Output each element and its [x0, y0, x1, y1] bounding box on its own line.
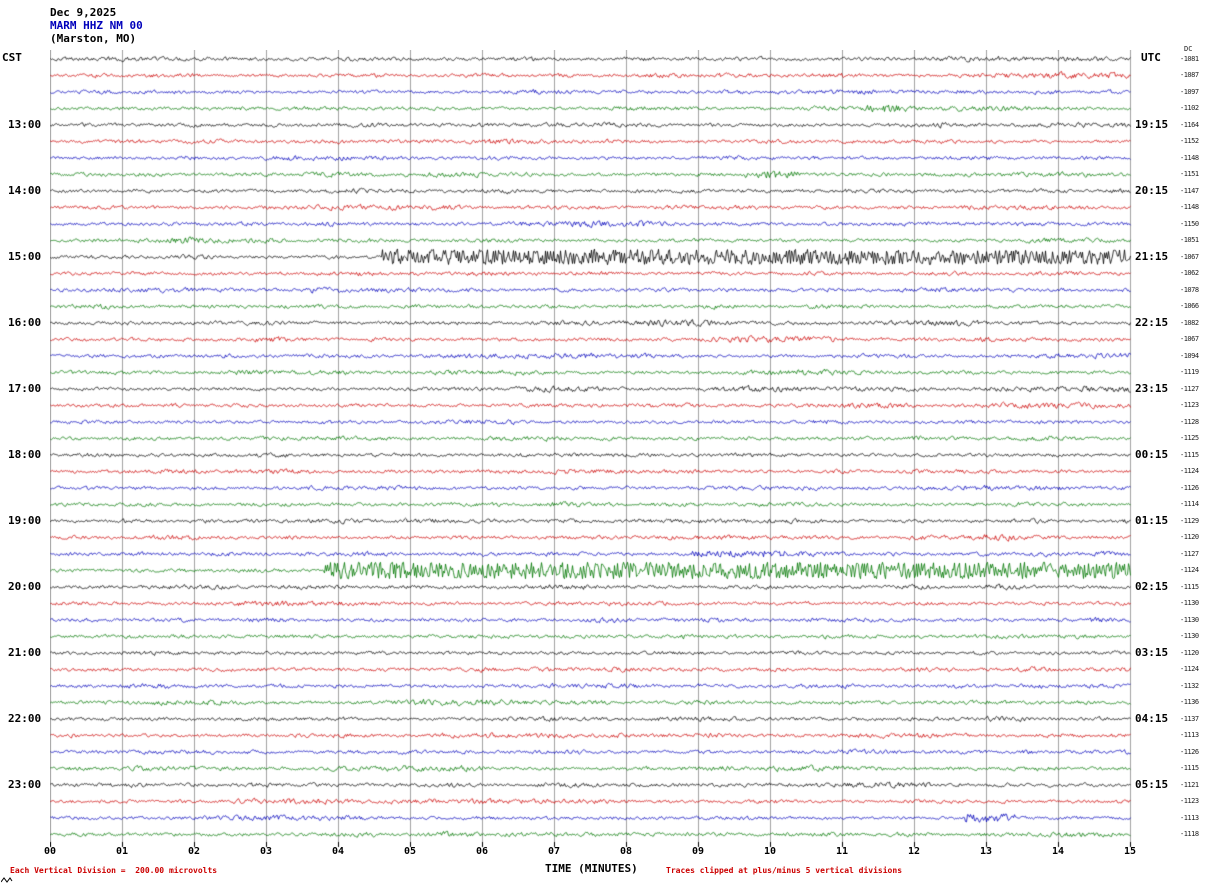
dc-value: -1115: [1180, 582, 1199, 591]
cst-hour-label: 19:00: [8, 514, 42, 527]
heliplot-station: MARM HHZ NM 00: [50, 19, 143, 32]
dc-value: -1127: [1180, 549, 1199, 558]
dc-value: -1113: [1180, 731, 1199, 739]
x-tick-label: 15: [1123, 846, 1137, 857]
dc-value: -1147: [1180, 186, 1199, 195]
dc-value: -1129: [1180, 516, 1199, 525]
x-tick-label: 02: [187, 846, 201, 857]
heliplot-date: Dec 9,2025: [50, 6, 117, 19]
dc-value: -1082: [1180, 318, 1199, 327]
x-tick-label: 14: [1051, 846, 1065, 857]
dc-value: -1125: [1180, 434, 1199, 442]
utc-hour-label: 05:15: [1135, 778, 1169, 791]
dc-value: -1151: [1180, 170, 1199, 178]
dc-value: -1152: [1180, 137, 1199, 145]
x-tick-label: 08: [619, 846, 633, 857]
utc-hour-label: 02:15: [1135, 580, 1169, 593]
cst-axis-label: CST: [2, 51, 22, 64]
x-axis-title: TIME (MINUTES): [545, 862, 638, 875]
dc-value: -1113: [1180, 813, 1199, 822]
dc-value: -1126: [1180, 747, 1199, 756]
dc-value: -1137: [1180, 714, 1199, 723]
cst-hour-label: 20:00: [8, 580, 42, 593]
dc-value: -1124: [1180, 467, 1199, 475]
utc-hour-label: 23:15: [1135, 382, 1169, 395]
x-tick-label: 07: [547, 846, 561, 857]
dc-value: -1124: [1180, 566, 1199, 574]
x-tick-label: 00: [43, 846, 57, 857]
dc-value: -1102: [1180, 104, 1199, 112]
dc-value: -1127: [1180, 384, 1199, 393]
dc-value: -1130: [1180, 632, 1199, 640]
utc-hour-label: 00:15: [1135, 448, 1169, 461]
dc-value: -1051: [1180, 236, 1199, 244]
cst-hour-label: 22:00: [8, 712, 42, 725]
dc-value: -1136: [1180, 698, 1199, 706]
cst-hour-label: 13:00: [8, 118, 42, 131]
corner-squiggle-icon: [1, 877, 13, 883]
dc-column-header: DC: [1184, 45, 1193, 53]
dc-value: -1124: [1180, 665, 1199, 673]
dc-value: -1118: [1180, 830, 1199, 838]
x-tick-label: 12: [907, 846, 921, 857]
utc-hour-label: 20:15: [1135, 184, 1169, 197]
x-tick-label: 03: [259, 846, 273, 857]
cst-hour-label: 15:00: [8, 250, 42, 263]
dc-value: -1097: [1180, 87, 1199, 96]
scale-note: Each Vertical Division = 200.00 microvol…: [10, 866, 218, 875]
cst-hour-label: 18:00: [8, 448, 42, 461]
dc-value: -1148: [1180, 203, 1199, 211]
heliplot-location: (Marston, MO): [50, 32, 137, 45]
dc-value: -1132: [1180, 681, 1199, 690]
cst-hour-label: 16:00: [8, 316, 42, 329]
clip-note: Traces clipped at plus/minus 5 vertical …: [666, 866, 903, 875]
dc-value: -1130: [1180, 599, 1199, 607]
x-tick-label: 13: [979, 846, 993, 857]
x-tick-label: 06: [475, 846, 489, 857]
utc-hour-label: 22:15: [1135, 316, 1169, 329]
utc-hour-label: 03:15: [1135, 646, 1169, 659]
x-tick-label: 01: [115, 846, 129, 857]
x-tick-label: 10: [763, 846, 777, 857]
x-tick-label: 04: [331, 846, 345, 857]
dc-value: -1094: [1180, 351, 1199, 360]
dc-value: -1123: [1180, 401, 1199, 409]
dc-value: -1066: [1180, 302, 1199, 310]
dc-value: -1081: [1180, 54, 1199, 63]
dc-value: -1115: [1180, 764, 1199, 772]
dc-value: -1067: [1180, 252, 1199, 261]
dc-value: -1120: [1180, 648, 1199, 657]
dc-value: -1115: [1180, 450, 1199, 459]
utc-hour-label: 21:15: [1135, 250, 1169, 263]
cst-hour-label: 21:00: [8, 646, 42, 659]
cst-hour-label: 14:00: [8, 184, 42, 197]
dc-value: -1120: [1180, 533, 1199, 541]
cst-hour-label: 17:00: [8, 382, 42, 395]
dc-value: -1164: [1180, 120, 1199, 129]
dc-value: -1062: [1180, 269, 1199, 277]
dc-value: -1114: [1180, 500, 1199, 508]
utc-hour-label: 01:15: [1135, 514, 1169, 527]
dc-value: -1150: [1180, 219, 1199, 228]
dc-value: -1123: [1180, 797, 1199, 805]
dc-value: -1128: [1180, 417, 1199, 426]
x-tick-label: 11: [835, 846, 849, 857]
dc-value: -1148: [1180, 153, 1199, 162]
dc-value: -1067: [1180, 335, 1199, 343]
dc-value: -1078: [1180, 285, 1199, 294]
utc-hour-label: 19:15: [1135, 118, 1169, 131]
utc-hour-label: 04:15: [1135, 712, 1169, 725]
x-tick-label: 05: [403, 846, 417, 857]
seismogram-traces: [50, 50, 1132, 848]
cst-hour-label: 23:00: [8, 778, 42, 791]
dc-value: -1126: [1180, 483, 1199, 492]
x-tick-label: 09: [691, 846, 705, 857]
dc-value: -1130: [1180, 615, 1199, 624]
dc-value: -1087: [1180, 71, 1199, 79]
utc-axis-label: UTC: [1141, 51, 1161, 64]
dc-value: -1121: [1180, 780, 1199, 789]
dc-value: -1119: [1180, 368, 1199, 376]
